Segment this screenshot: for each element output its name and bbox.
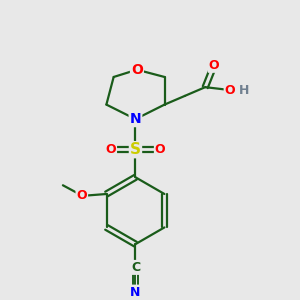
Text: O: O [105, 143, 116, 156]
Text: O: O [208, 59, 219, 72]
Text: O: O [131, 63, 143, 77]
Text: C: C [131, 261, 140, 274]
Text: S: S [130, 142, 141, 157]
Text: N: N [130, 112, 141, 126]
Text: H: H [239, 84, 250, 97]
Text: O: O [155, 143, 166, 156]
Text: O: O [76, 189, 87, 202]
Text: O: O [225, 84, 235, 97]
Text: N: N [130, 286, 141, 298]
